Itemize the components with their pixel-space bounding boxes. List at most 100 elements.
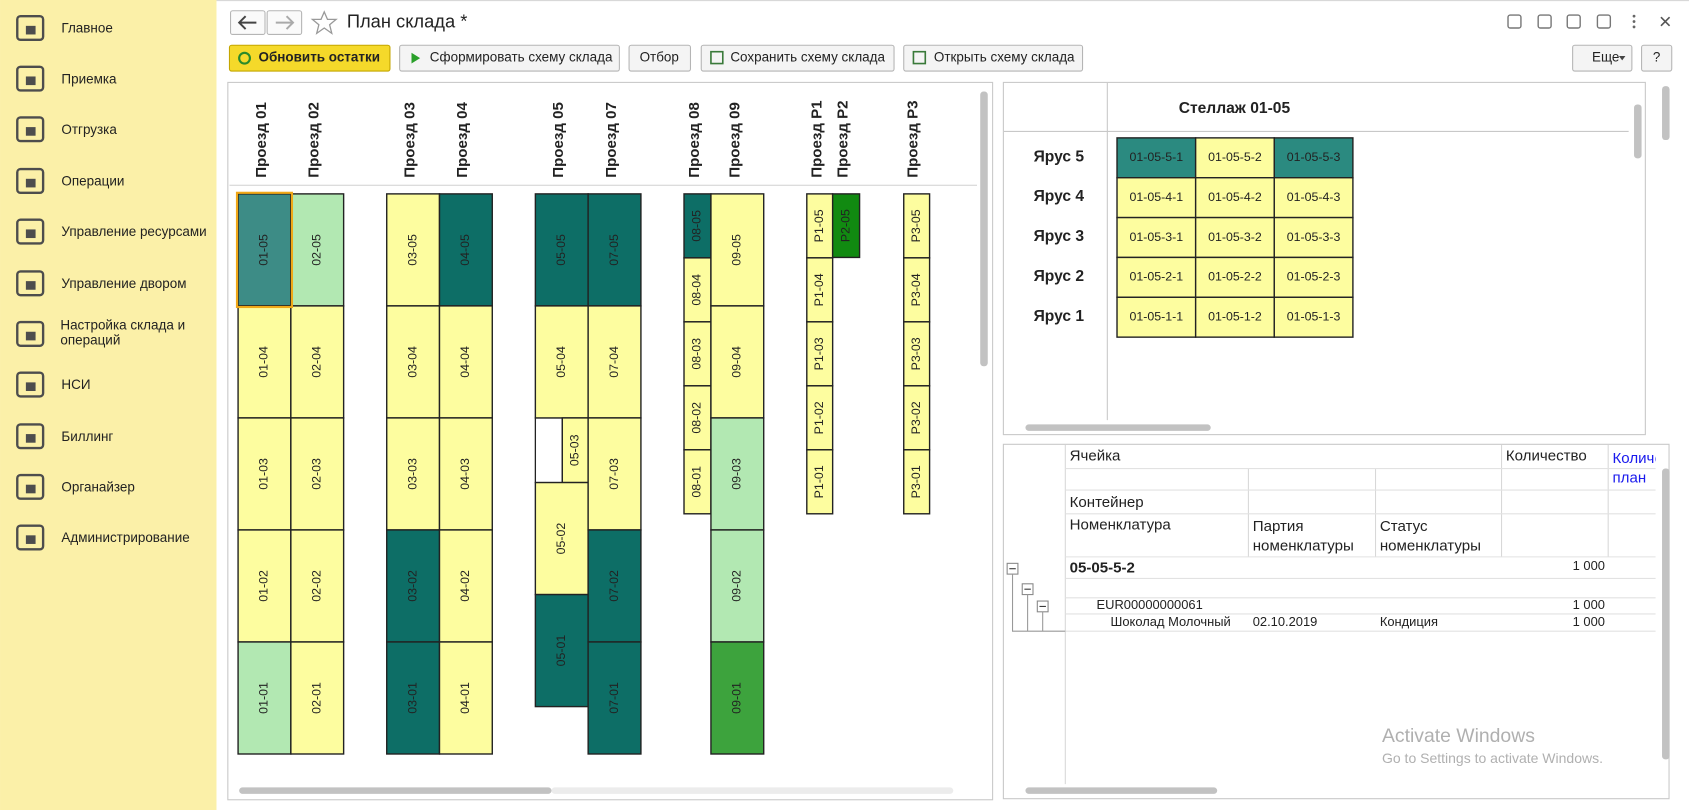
storage-cell[interactable] <box>534 593 589 708</box>
rack-cell-label: 01-05-3-3 <box>1287 230 1341 244</box>
storage-cell[interactable] <box>290 305 345 419</box>
storage-cell[interactable] <box>903 449 931 515</box>
toolbar-button[interactable] <box>700 44 895 72</box>
toolbar-button[interactable] <box>1641 44 1673 72</box>
rack-cell[interactable] <box>1273 137 1354 179</box>
tree-lines <box>1011 574 1066 632</box>
rack-cell[interactable] <box>1194 216 1275 259</box>
button-label[interactable]: Отбор <box>640 50 679 65</box>
button-label[interactable]: Сформировать схему склада <box>430 50 613 65</box>
storage-cell[interactable] <box>710 305 765 419</box>
rack-cell[interactable] <box>1116 216 1197 259</box>
nav-item[interactable]: Управление ресурсами <box>61 224 206 239</box>
rack-cell[interactable] <box>1273 216 1354 259</box>
window-icon[interactable] <box>1596 14 1612 29</box>
storage-cell[interactable] <box>290 641 345 755</box>
button-label[interactable]: Открыть схему склада <box>934 50 1075 65</box>
more-dot <box>1632 14 1636 18</box>
rack-cell-label: 01-05-1-1 <box>1129 309 1183 323</box>
favorite-star[interactable] <box>310 10 338 35</box>
storage-cell[interactable] <box>903 385 931 451</box>
storage-cell[interactable] <box>587 529 642 643</box>
storage-cell[interactable] <box>386 193 441 307</box>
storage-cell[interactable] <box>903 321 931 387</box>
storage-cell[interactable] <box>683 449 712 515</box>
window-icon[interactable] <box>1566 14 1581 29</box>
button-label[interactable]: Сохранить схему склада <box>730 50 885 65</box>
storage-cell[interactable] <box>587 641 642 755</box>
cell-label: 03-05 <box>405 234 419 266</box>
nav-item[interactable]: Настройка склада и операций <box>60 317 186 349</box>
rack-cell[interactable] <box>1273 256 1354 298</box>
storage-cell[interactable] <box>587 305 642 419</box>
nav-item[interactable]: Отгрузка <box>61 122 117 137</box>
cell-label: 09-04 <box>730 346 744 378</box>
rack-cell[interactable] <box>1194 137 1275 179</box>
window-icon[interactable] <box>1537 14 1552 29</box>
cell-label: P1-05 <box>812 209 826 242</box>
cell-label: 01-05 <box>257 234 271 266</box>
toolbar-button[interactable] <box>628 44 692 72</box>
storage-cell[interactable] <box>683 257 712 323</box>
storage-cell[interactable] <box>290 193 345 307</box>
button-label[interactable]: Еще <box>1592 50 1619 65</box>
button-label[interactable]: ? <box>1653 50 1660 65</box>
storage-cell[interactable] <box>386 417 441 531</box>
storage-cell[interactable] <box>587 193 642 307</box>
storage-cell[interactable] <box>237 529 292 643</box>
storage-cell[interactable] <box>903 257 931 323</box>
column-header: Контейнер <box>1070 494 1144 511</box>
storage-cell[interactable] <box>831 193 861 259</box>
storage-cell[interactable] <box>534 481 589 596</box>
nav-item[interactable]: Управление двором <box>61 276 186 291</box>
storage-cell[interactable] <box>710 529 765 643</box>
nav-item[interactable]: НСИ <box>61 377 90 392</box>
storage-cell[interactable] <box>290 529 345 643</box>
nav-item[interactable]: Администрирование <box>61 530 189 545</box>
storage-cell[interactable] <box>237 417 292 531</box>
storage-cell[interactable] <box>710 193 765 307</box>
column-header[interactable]: Количество план <box>1612 449 1655 486</box>
rack-cell[interactable] <box>1273 177 1354 219</box>
storage-cell[interactable] <box>290 417 345 531</box>
storage-cell[interactable] <box>237 641 292 755</box>
cell-label: 02-02 <box>310 570 324 602</box>
nav-item[interactable]: Приемка <box>61 71 117 86</box>
toolbar-button[interactable] <box>1572 44 1633 72</box>
nav-icon <box>16 320 45 347</box>
rack-panel <box>1002 81 1646 436</box>
storage-cell[interactable] <box>587 417 642 531</box>
scroll-thumb <box>1634 104 1642 159</box>
rack-cell[interactable] <box>1273 296 1354 338</box>
storage-cell[interactable] <box>683 385 712 451</box>
storage-cell[interactable] <box>237 305 292 419</box>
storage-cell[interactable] <box>438 305 493 419</box>
rack-cell-label: 01-05-4-3 <box>1287 190 1341 204</box>
nav-item[interactable]: Главное <box>61 21 112 36</box>
storage-cell[interactable] <box>806 449 834 515</box>
storage-cell[interactable] <box>438 641 493 755</box>
cell-label: P1-04 <box>812 273 826 306</box>
toolbar-button[interactable] <box>399 44 620 72</box>
nav-item[interactable]: Биллинг <box>61 429 113 444</box>
nav-item[interactable]: Операции <box>61 174 124 189</box>
storage-cell[interactable] <box>683 321 712 387</box>
close-icon[interactable] <box>1660 16 1671 27</box>
storage-cell[interactable] <box>806 321 834 387</box>
storage-cell[interactable] <box>386 305 441 419</box>
nav-icon <box>16 473 45 500</box>
window-icon[interactable] <box>1507 14 1522 29</box>
storage-cell[interactable] <box>710 641 765 755</box>
nav-item[interactable]: Органайзер <box>61 480 134 495</box>
storage-cell[interactable] <box>386 641 441 755</box>
rack-cell[interactable] <box>1194 177 1275 219</box>
rack-cell[interactable] <box>1116 296 1197 338</box>
arrow-icon <box>237 15 257 30</box>
storage-cell[interactable] <box>534 193 589 307</box>
toolbar-button[interactable] <box>903 44 1084 72</box>
storage-cell[interactable] <box>710 417 765 531</box>
cell-label: 05-02 <box>554 523 568 555</box>
button-label[interactable]: Обновить остатки <box>259 50 380 65</box>
arrow-icon <box>275 15 295 30</box>
toolbar-button[interactable] <box>228 44 391 72</box>
